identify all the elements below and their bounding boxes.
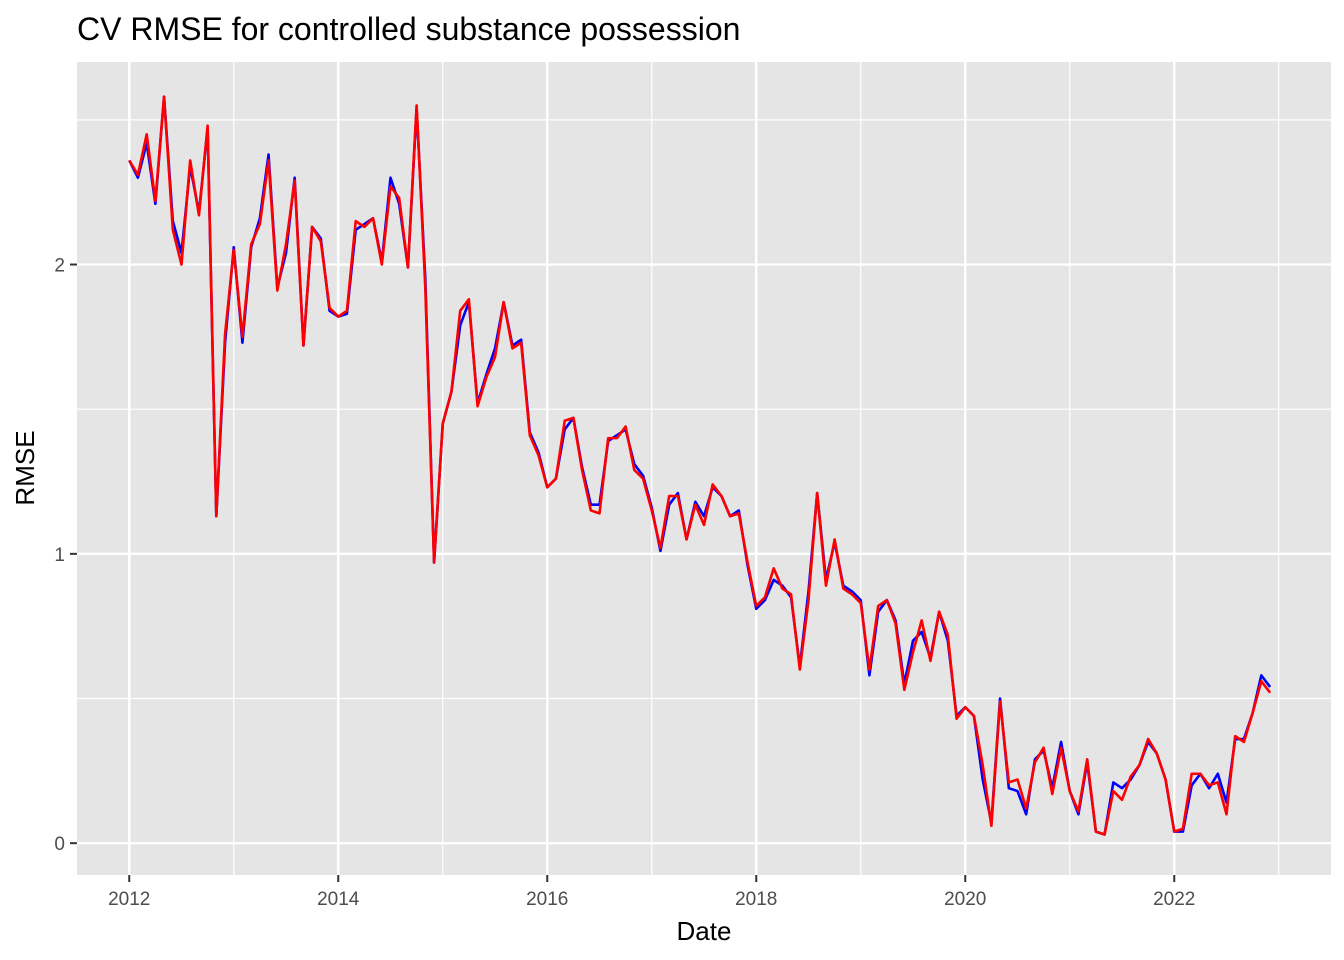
plot-panel xyxy=(77,62,1331,875)
x-tick-label: 2020 xyxy=(944,889,986,910)
y-axis-title: RMSE xyxy=(10,430,40,505)
series-layer xyxy=(128,95,1272,836)
major-gridlines xyxy=(77,62,1331,875)
y-axis: 0 1 2 xyxy=(54,256,77,855)
x-axis: 2012 2014 2016 2018 2020 2022 xyxy=(108,875,1195,910)
x-tick-label: 2014 xyxy=(317,889,360,910)
x-tick-label: 2016 xyxy=(526,889,568,910)
x-tick-label: 2012 xyxy=(108,889,150,910)
x-tick-label: 2018 xyxy=(735,889,777,910)
x-tick-label: 2022 xyxy=(1153,889,1195,910)
x-axis-title: Date xyxy=(677,916,732,946)
series-line-2 xyxy=(128,95,1272,836)
chart-title: CV RMSE for controlled substance possess… xyxy=(77,11,740,47)
minor-gridlines xyxy=(77,62,1331,875)
y-tick-label: 1 xyxy=(54,545,65,566)
y-tick-label: 2 xyxy=(54,256,65,277)
y-tick-label: 0 xyxy=(54,834,65,855)
